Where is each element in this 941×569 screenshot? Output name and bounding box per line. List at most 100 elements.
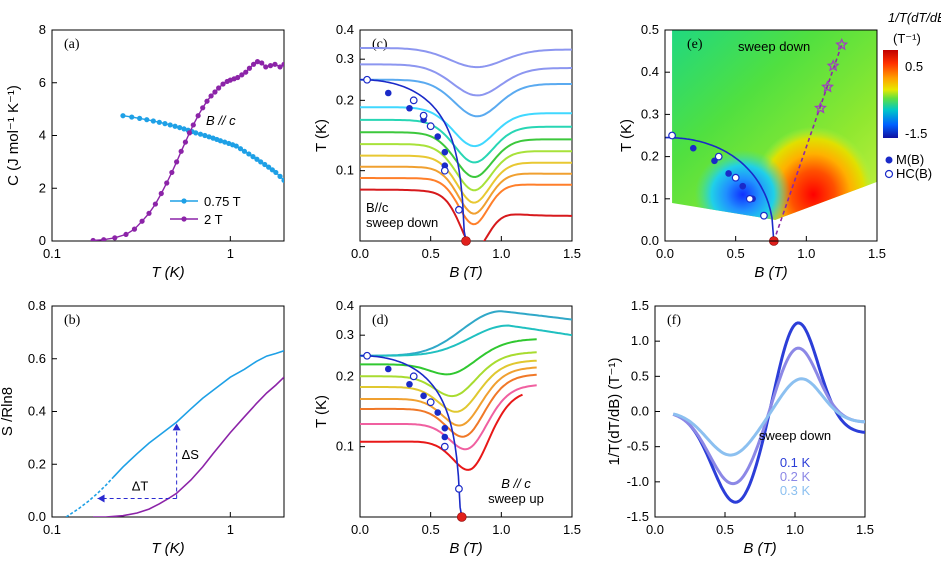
star-marker [821, 80, 835, 93]
y-tick-label: 0.2 [28, 456, 46, 471]
data-point [195, 113, 201, 119]
y-axis-label: T (K) [313, 395, 330, 428]
series-line-extrapolated [65, 476, 114, 517]
panel-label: (f) [667, 313, 681, 328]
heat-capacity-point [731, 173, 740, 182]
y-tick-label: 0.1 [641, 191, 659, 206]
arrow-head [97, 494, 105, 503]
panel-label: (c) [372, 37, 388, 52]
data-point [186, 130, 193, 136]
y-axis-label: C (J mol⁻¹ K⁻¹) [5, 85, 22, 186]
magnetization-point [441, 148, 449, 156]
y-axis-label: T (K) [618, 119, 635, 152]
y-tick-label: 8 [39, 22, 46, 37]
y-tick-label: 0.8 [28, 298, 46, 313]
x-tick-label: 0.0 [656, 246, 674, 261]
x-tick-label: 1.0 [492, 522, 510, 537]
temperature-curve [360, 366, 537, 427]
data-point [208, 93, 214, 99]
plot-area [665, 30, 877, 241]
magnetization-point [441, 424, 449, 432]
temperature-curve [360, 106, 572, 148]
data-point [123, 231, 129, 238]
y-tick-label: 2 [39, 180, 46, 195]
series-line [672, 377, 865, 457]
heat-capacity-point [426, 398, 435, 407]
magnetization-point [420, 392, 427, 400]
data-point [90, 237, 96, 241]
panel-label: (d) [372, 313, 389, 328]
temperature-curve [360, 324, 572, 357]
temperature-curve [360, 393, 523, 471]
panel-a: 0.1 1 0 2 4 6 8 T (K) C (J mol⁻¹ K⁻¹) (a) B // c 0.… [5, 22, 285, 281]
temperature-curve [360, 384, 537, 451]
data-point [144, 117, 150, 123]
data-point [277, 173, 283, 179]
heat-capacity-point [440, 442, 449, 451]
temperature-curve [360, 78, 572, 118]
data-point [177, 124, 183, 131]
temperature-curve [360, 351, 537, 398]
plot-area [360, 310, 572, 517]
x-tick-label: 0.5 [422, 246, 440, 261]
y-axis-label: S /Rln8 [0, 387, 16, 436]
legend-label: 2 T [204, 212, 223, 227]
data-point [167, 122, 173, 128]
series-line [112, 350, 284, 478]
data-point [162, 121, 168, 127]
y-tick-label: 0.1 [336, 439, 354, 454]
temperature-curve [360, 154, 572, 204]
data-point [112, 235, 118, 241]
y-tick-label: 0.4 [28, 404, 46, 419]
legend-marker [181, 216, 187, 222]
magnetization-point [689, 144, 697, 152]
y-tick-label: 0.2 [641, 149, 659, 164]
phase-boundary [360, 78, 467, 241]
series-line [122, 115, 284, 181]
panel-f: 0.0 0.5 1.0 1.5 -1.5 -1.0 -0.5 0.0 0.5 1.0 1.5 B (T… [606, 298, 874, 557]
data-point [281, 61, 284, 67]
data-point [182, 139, 189, 145]
delta-t-label: ΔT [132, 479, 149, 494]
legend-label: HC(B) [896, 166, 932, 181]
y-tick-label: 0.3 [641, 106, 659, 121]
x-tick-label: 0.1 [43, 522, 61, 537]
phase-boundary [665, 136, 775, 241]
temperature-curve [360, 177, 572, 226]
data-point [150, 118, 156, 124]
data-point [254, 156, 260, 162]
annotation: sweep up [488, 491, 544, 506]
x-tick-label: 1 [227, 522, 234, 537]
y-tick-label: 0.3 [336, 51, 354, 66]
x-tick-label: 1.0 [797, 246, 815, 261]
panel-c: 0.0 0.5 1.0 1.5 0.1 0.2 0.3 0.4 B (T) T (K) (c) B//… [313, 22, 581, 281]
data-point [246, 151, 252, 157]
x-tick-label: 0.1 [43, 246, 61, 261]
magnetization-point [384, 365, 392, 373]
data-point [174, 159, 180, 165]
data-point [164, 180, 170, 186]
heat-capacity-point [760, 211, 768, 220]
magnetization-point [434, 409, 442, 416]
heat-capacity-point [440, 166, 449, 175]
data-point [259, 60, 265, 66]
heat-capacity-point [419, 111, 428, 120]
x-tick-label: 1.5 [563, 522, 581, 537]
panel-label: (b) [64, 313, 81, 328]
y-tick-label: 0.0 [28, 509, 46, 524]
data-point [139, 218, 145, 224]
y-tick-label: 0.5 [641, 22, 659, 37]
data-point [216, 85, 222, 91]
data-point [250, 154, 256, 160]
data-point [206, 134, 212, 140]
heat-capacity-point [426, 122, 435, 131]
y-tick-label: 0.3 [336, 327, 354, 342]
y-tick-label: 1.5 [631, 298, 649, 313]
data-point [190, 122, 196, 128]
data-point [152, 201, 158, 207]
magnetization-point [441, 433, 449, 441]
data-point [263, 64, 269, 70]
annotation: B // c [206, 113, 236, 128]
x-tick-label: 1.5 [856, 522, 874, 537]
colorbar-unit: (T⁻¹) [893, 31, 921, 46]
